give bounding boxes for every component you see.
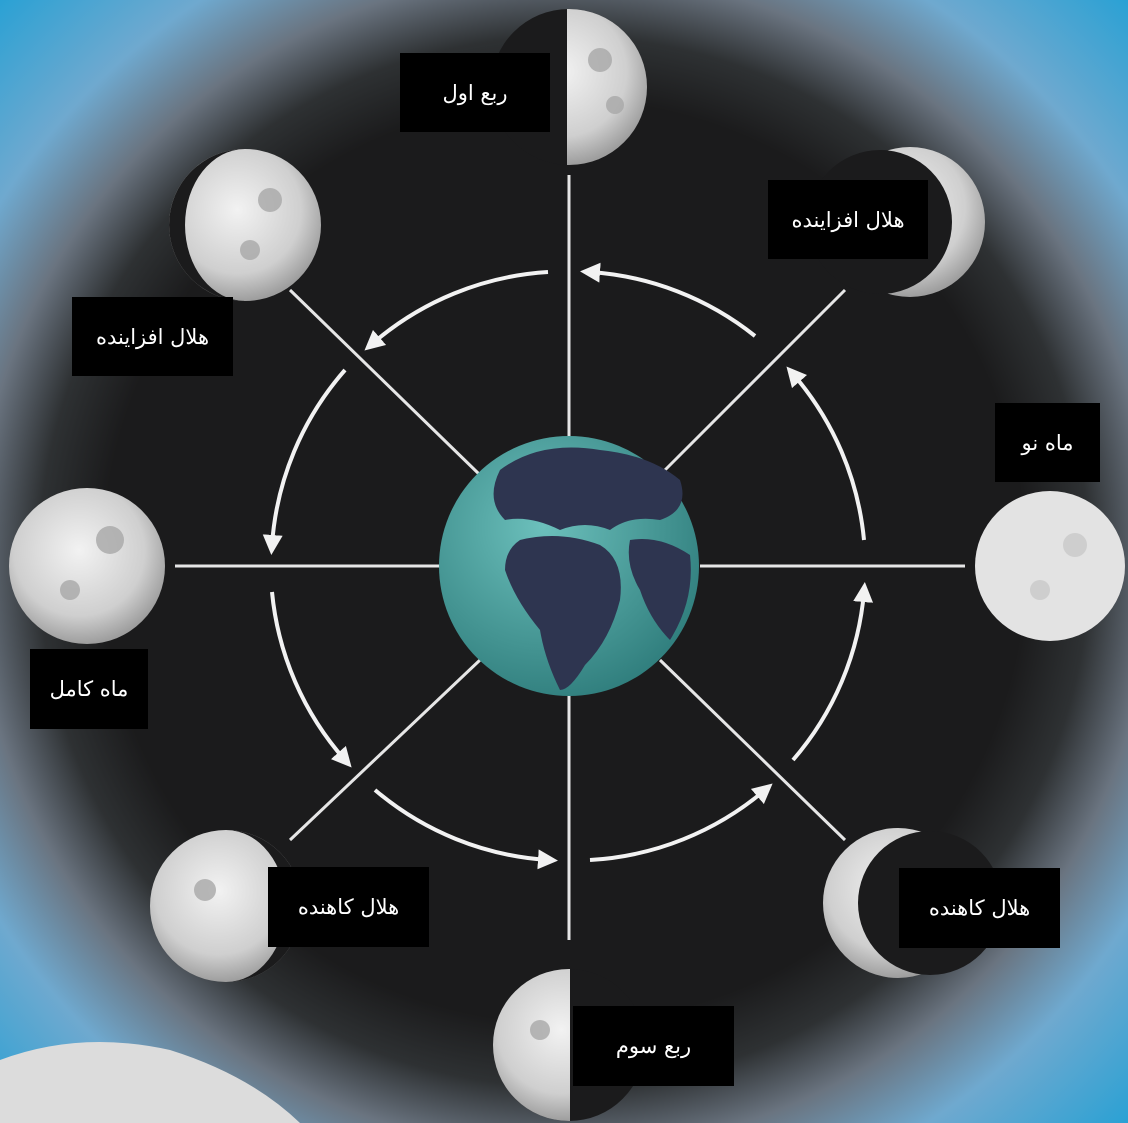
label-third-quarter: ربع سوم (573, 1006, 734, 1086)
orbit-arc-4 (272, 370, 345, 545)
label-waning-crescent-left: هلال کاهنده (268, 867, 429, 947)
orbit-arc-5 (272, 592, 345, 760)
label-waxing-crescent: هلال افزاینده (768, 180, 928, 259)
spoke-bottom-right (660, 660, 845, 840)
label-waxing-gibbous: هلال افزاینده (72, 297, 233, 376)
moon-waxing-gibbous (169, 149, 321, 301)
spoke-bottom-left (290, 660, 480, 840)
decorative-moon-fragment (0, 1042, 300, 1123)
orbit-arc-8 (793, 592, 864, 760)
orbit-arc-7 (590, 790, 765, 860)
label-first-quarter: ربع اول (400, 53, 550, 132)
spoke-top-right (660, 290, 845, 475)
earth (439, 436, 699, 696)
label-waning-crescent-right: هلال کاهنده (899, 868, 1060, 948)
label-new-moon: ماه نو (995, 403, 1100, 482)
orbit-arc-3 (372, 272, 548, 344)
earth-landmass-eurasia (494, 448, 683, 531)
moon-full (9, 488, 165, 644)
label-full-moon: ماه کامل (30, 649, 148, 729)
orbit-arc-1 (793, 374, 864, 540)
moon-new (975, 491, 1125, 641)
spoke-top-left (290, 290, 480, 475)
orbit-arc-6 (375, 790, 548, 860)
orbit-arc-2 (590, 272, 755, 336)
